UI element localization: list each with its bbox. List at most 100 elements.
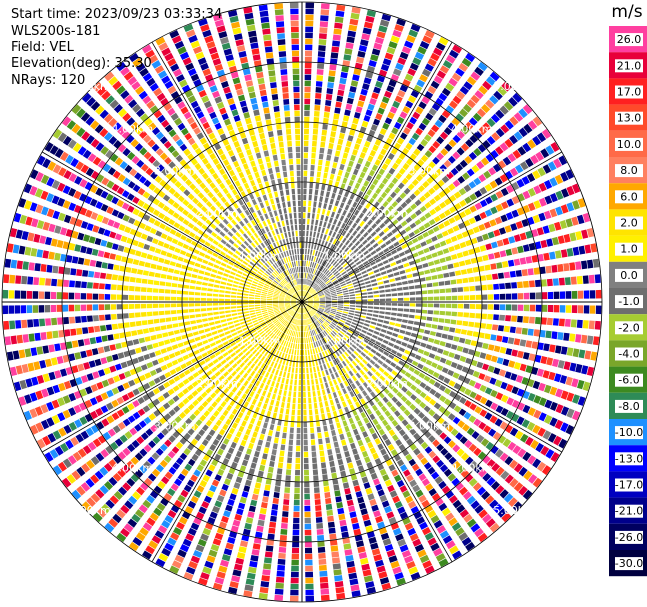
radar-gate xyxy=(521,377,529,386)
radar-gate xyxy=(357,354,364,361)
radar-gate xyxy=(280,346,285,352)
radar-gate xyxy=(220,251,226,257)
radar-gate xyxy=(398,444,406,452)
radar-gate xyxy=(195,286,202,291)
radar-gate xyxy=(311,355,314,361)
radar-gate xyxy=(377,107,385,115)
radar-gate xyxy=(310,317,314,323)
radar-gate xyxy=(110,153,119,163)
radar-gate xyxy=(237,257,244,263)
radar-gate xyxy=(117,468,126,478)
radar-gate xyxy=(495,466,505,476)
radar-gate xyxy=(264,213,269,220)
radar-gate xyxy=(207,312,213,316)
radar-gate xyxy=(399,511,409,520)
radar-gate xyxy=(120,504,130,514)
radar-gate xyxy=(243,453,251,461)
radar-gate xyxy=(252,319,258,324)
radar-gate xyxy=(336,592,346,600)
radar-gate xyxy=(289,2,299,9)
radar-gate xyxy=(254,275,261,280)
radar-gate xyxy=(400,395,408,403)
radar-gate xyxy=(163,183,172,191)
radar-gate xyxy=(308,243,311,249)
radar-gate xyxy=(282,279,287,284)
radar-gate xyxy=(365,109,373,117)
radar-gate xyxy=(303,200,307,207)
radar-gate xyxy=(324,343,329,350)
radar-gate xyxy=(277,135,284,142)
radar-gate xyxy=(285,469,292,475)
radar-gate xyxy=(140,295,147,301)
radar-gate xyxy=(307,302,314,304)
radar-gate xyxy=(112,472,122,482)
radar-gate xyxy=(188,352,195,358)
radar-gate xyxy=(214,532,224,541)
radar-gate xyxy=(163,381,171,389)
radar-gate xyxy=(221,80,229,89)
radar-gate xyxy=(245,319,252,323)
radar-gate xyxy=(200,24,210,32)
radar-gate xyxy=(169,261,176,267)
radar-gate xyxy=(315,313,320,318)
radar-gate xyxy=(351,360,358,367)
radar-gate xyxy=(334,226,339,233)
radar-gate xyxy=(219,133,227,141)
radar-gate xyxy=(361,329,367,334)
radar-gate xyxy=(276,123,282,130)
radar-gate xyxy=(60,253,67,262)
radar-gate xyxy=(390,560,400,569)
radar-gate xyxy=(356,348,362,354)
radar-gate xyxy=(304,529,312,536)
radar-gate xyxy=(337,207,343,214)
radar-gate xyxy=(586,366,595,376)
radar-gate xyxy=(118,223,126,231)
radar-gate xyxy=(298,291,301,297)
radar-gate xyxy=(308,267,311,273)
radar-gate xyxy=(329,244,334,250)
radar-gate xyxy=(226,192,233,200)
radar-gate xyxy=(185,179,193,187)
radar-gate xyxy=(237,470,245,478)
radar-gate xyxy=(387,326,394,331)
radar-gate xyxy=(496,335,503,342)
radar-gate xyxy=(235,215,242,222)
radar-gate xyxy=(289,262,293,268)
radar-gate xyxy=(129,349,136,356)
radar-gate xyxy=(191,216,199,224)
radar-gate xyxy=(264,384,269,391)
radar-gate xyxy=(100,392,109,401)
radar-gate xyxy=(121,394,130,402)
radar-gate xyxy=(429,331,436,336)
radar-gate xyxy=(291,298,297,301)
radar-gate xyxy=(375,423,382,431)
radar-gate xyxy=(261,249,267,255)
radar-gate xyxy=(322,323,327,328)
radar-gate xyxy=(303,403,307,410)
radar-gate xyxy=(388,354,395,360)
radar-gate xyxy=(96,174,105,183)
radar-gate xyxy=(197,192,205,199)
radar-gate xyxy=(279,306,285,309)
radar-gate xyxy=(254,393,260,400)
radar-gate xyxy=(127,257,134,264)
radar-gate xyxy=(190,320,197,325)
radar-gate xyxy=(250,97,258,105)
radar-gate xyxy=(111,209,120,217)
radar-gate xyxy=(167,509,177,519)
radar-gate xyxy=(232,253,239,259)
radar-gate xyxy=(293,385,297,392)
radar-gate xyxy=(336,144,342,151)
radar-gate xyxy=(199,182,207,190)
radar-gate xyxy=(395,439,403,447)
radar-gate xyxy=(183,369,191,376)
radar-gate xyxy=(50,305,57,313)
radar-gate xyxy=(305,32,313,39)
radar-gate xyxy=(153,220,161,227)
radar-gate xyxy=(291,311,295,316)
radar-gate xyxy=(306,313,309,319)
radar-gate xyxy=(307,303,314,305)
radar-gate xyxy=(224,298,231,302)
radar-gate xyxy=(209,85,218,93)
radar-gate xyxy=(153,280,160,286)
